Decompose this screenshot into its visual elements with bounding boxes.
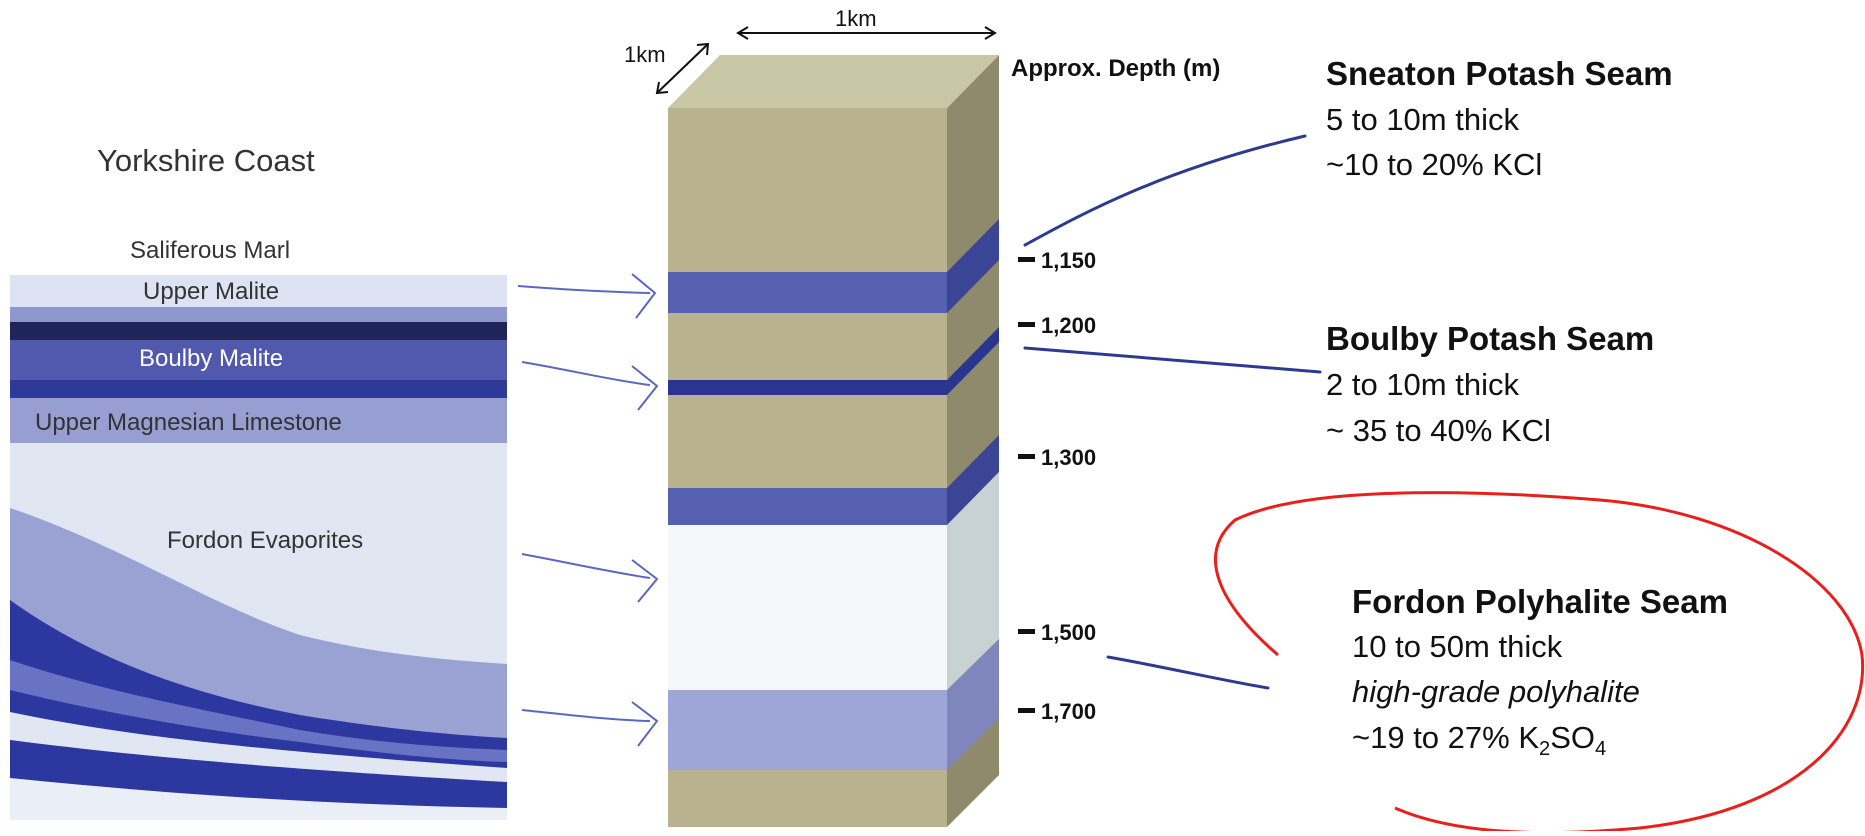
depth-label: 1km xyxy=(624,42,666,67)
layer-label-fordon-evaporites: Fordon Evaporites xyxy=(167,527,364,554)
region-title: Yorkshire Coast xyxy=(97,143,315,178)
fordon-seam-title: Fordon Polyhalite Seam xyxy=(1352,583,1728,620)
grade-subscript-2: 4 xyxy=(1595,738,1607,761)
grade-subscript-1: 2 xyxy=(1539,738,1551,761)
width-arrow-right-head xyxy=(984,26,997,40)
boulby-seam-grade: ~ 35 to 40% KCl xyxy=(1326,413,1551,448)
sneaton-seam-title: Sneaton Potash Seam xyxy=(1326,55,1673,92)
depth-arrow-high-head xyxy=(696,42,710,56)
arrow-fordon-lower-head xyxy=(631,701,659,747)
tick-1700 xyxy=(1018,708,1035,713)
fordon-light-streak xyxy=(10,712,507,782)
column-front xyxy=(668,108,947,827)
tick-1500 xyxy=(1018,629,1035,634)
arrow-fordon-upper-head xyxy=(631,559,659,603)
tick-1150 xyxy=(1018,257,1035,262)
depth-ticks xyxy=(1018,257,1035,713)
layer-label-upper-malite: Upper Malite xyxy=(143,278,280,305)
polyhalite-pointer xyxy=(1106,655,1270,690)
lower-potash-band xyxy=(668,488,947,525)
boulby-seam-title: Boulby Potash Seam xyxy=(1326,320,1655,357)
width-label: 1km xyxy=(835,6,877,31)
arrow-boulby-malite xyxy=(521,361,651,386)
seam-pointers xyxy=(1023,134,1322,690)
depth-tick-label-1700: 1,700 xyxy=(1041,699,1097,724)
evaporite-band xyxy=(668,525,947,690)
depth-tick-label-1150: 1,150 xyxy=(1041,248,1097,273)
thin-band xyxy=(10,307,507,322)
tick-1300 xyxy=(1018,454,1035,459)
arrow-fordon-lower xyxy=(521,709,651,722)
upper-magnesian-limestone-band xyxy=(10,398,507,443)
sneaton-seam-grade: ~10 to 20% KCl xyxy=(1326,147,1543,182)
depth-arrow-low-head xyxy=(655,81,669,95)
tick-1200 xyxy=(1018,322,1035,327)
side-polyhalite-band xyxy=(947,639,999,770)
depth-arrow-line xyxy=(656,43,709,94)
arrow-upper-malite-head xyxy=(631,273,657,319)
column-side xyxy=(947,55,999,827)
boulby-seam-thickness: 2 to 10m thick xyxy=(1326,367,1519,402)
dimension-arrows xyxy=(655,26,997,95)
depth-tick-label-1500: 1,500 xyxy=(1041,620,1097,645)
side-lower-potash-band xyxy=(947,435,999,525)
arrow-fordon-upper xyxy=(521,553,651,579)
width-arrow-left-head xyxy=(736,26,749,40)
fordon-mid-band xyxy=(10,660,507,762)
boulby-pointer xyxy=(1023,346,1322,374)
depth-tick-label-1200: 1,200 xyxy=(1041,313,1097,338)
sneaton-seam-thickness: 5 to 10m thick xyxy=(1326,102,1519,137)
highlight-ellipse xyxy=(1214,491,1865,835)
column-top-face xyxy=(668,55,999,108)
depth-axis-title: Approx. Depth (m) xyxy=(1011,55,1221,82)
grade-mid: SO xyxy=(1550,720,1595,755)
boulby-seam-band xyxy=(668,380,947,395)
fordon-seam-thickness: 10 to 50m thick xyxy=(1352,629,1563,664)
dark-blue-band xyxy=(10,380,507,398)
upper-malite-band xyxy=(10,275,507,307)
sneaton-seam-band xyxy=(668,272,947,313)
layer-label-upper-magnesian-limestone: Upper Magnesian Limestone xyxy=(35,409,342,436)
depth-tick-label-1300: 1,300 xyxy=(1041,445,1097,470)
layer-label-saliferous-marl: Saliferous Marl xyxy=(130,237,291,264)
fordon-bottom-streak xyxy=(10,778,507,820)
cross-section xyxy=(10,275,507,820)
layer-label-boulby-malite: Boulby Malite xyxy=(139,345,284,372)
pointer-arrows xyxy=(517,273,659,747)
polyhalite-seam-band xyxy=(668,690,947,770)
dark-band xyxy=(10,322,507,340)
boulby-malite-band xyxy=(10,340,507,380)
side-boulby-band xyxy=(947,327,999,395)
fordon-seam-grade: ~19 to 27% K2SO4 xyxy=(1352,720,1606,761)
side-sneaton-band xyxy=(947,219,999,313)
grade-prefix: ~19 to 27% K xyxy=(1352,720,1539,755)
fordon-seam-quality: high-grade polyhalite xyxy=(1352,674,1640,709)
side-evaporite-band xyxy=(947,472,999,690)
sneaton-pointer xyxy=(1023,134,1307,247)
arrow-upper-malite xyxy=(517,285,651,294)
arrow-boulby-malite-head xyxy=(631,365,659,411)
